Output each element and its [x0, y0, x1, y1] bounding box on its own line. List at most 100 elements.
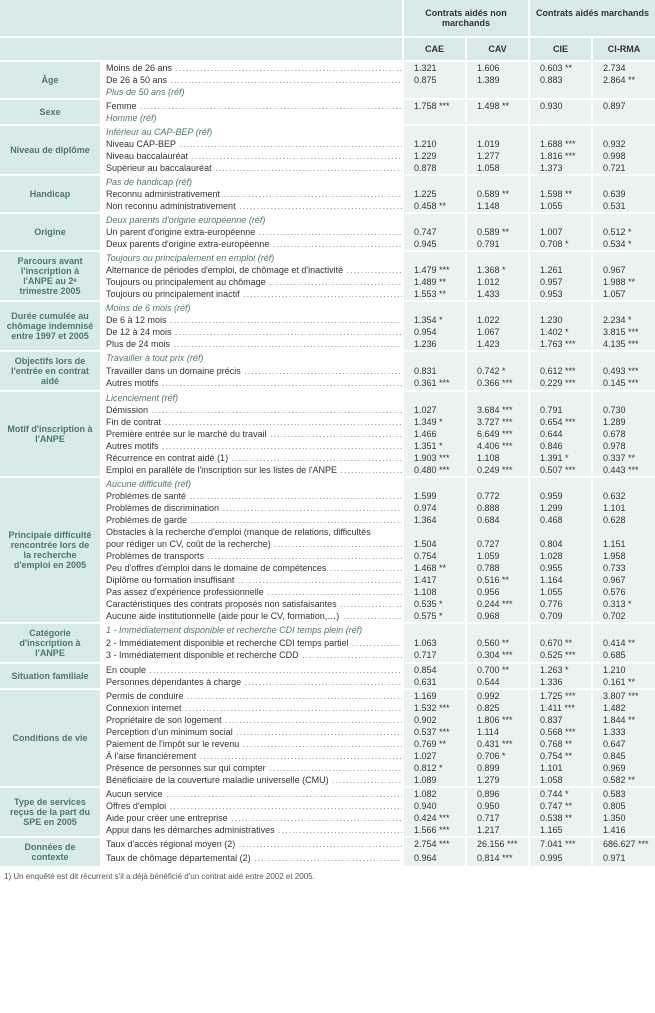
value-cell: 0.940 [403, 800, 466, 812]
row-label: Présence de personnes sur qui compter [100, 762, 403, 774]
value-cell [529, 477, 592, 490]
category-cell: Origine [0, 213, 100, 251]
value-cell: 0.804 [529, 538, 592, 550]
value-cell: 0.954 [403, 326, 466, 338]
value-cell: 0.969 [592, 762, 655, 774]
value-cell [403, 175, 466, 188]
row-label: Problèmes de santé [100, 490, 403, 502]
value-cell: 2.734 [592, 61, 655, 74]
value-cell: 0.544 [466, 676, 529, 689]
value-cell: 0.589 ** [466, 188, 529, 200]
value-cell: 1.498 ** [466, 99, 529, 112]
row-label: Taux de chômage départemental (2) [100, 852, 403, 866]
value-cell: 0.945 [403, 238, 466, 251]
row-label: Obstacles à la recherche d'emploi (manqu… [100, 526, 403, 538]
value-cell: 0.788 [466, 562, 529, 574]
row-label: Pas de handicap (réf) [100, 175, 403, 188]
row-label: Perception d'un minimum social [100, 726, 403, 738]
value-cell: 0.512 * [592, 226, 655, 238]
row-label: Problèmes de transports [100, 550, 403, 562]
row-label: Un parent d'origine extra-européenne [100, 226, 403, 238]
value-cell: 1.479 *** [403, 264, 466, 276]
value-cell: 0.875 [403, 74, 466, 86]
value-cell: 1.489 ** [403, 276, 466, 288]
value-cell: 0.684 [466, 514, 529, 526]
row-label: De 12 à 24 mois [100, 326, 403, 338]
value-cell: 1.321 [403, 61, 466, 74]
value-cell: 1.148 [466, 200, 529, 213]
category-cell: Objectifs lors de l'entrée en contrat ai… [0, 351, 100, 391]
value-cell: 1.055 [529, 586, 592, 598]
value-cell: 0.978 [592, 440, 655, 452]
value-cell: 1.101 [529, 762, 592, 774]
row-label: Caractéristiques des contrats proposés n… [100, 598, 403, 610]
value-cell: 0.631 [403, 676, 466, 689]
value-cell: 0.244 *** [466, 598, 529, 610]
row-label: Emploi en parallèle de l'inscription sur… [100, 464, 403, 477]
value-cell: 0.525 *** [529, 649, 592, 663]
value-cell: 0.361 *** [403, 377, 466, 391]
value-cell: 0.956 [466, 586, 529, 598]
value-cell [466, 86, 529, 99]
value-cell: 0.647 [592, 738, 655, 750]
row-label: Supérieur au baccalauréat [100, 162, 403, 175]
value-cell: 0.424 *** [403, 812, 466, 824]
value-cell: 0.516 ** [466, 574, 529, 586]
value-cell: 1.067 [466, 326, 529, 338]
value-cell: 0.957 [529, 276, 592, 288]
value-cell [466, 391, 529, 404]
row-label: Reconnu administrativement [100, 188, 403, 200]
value-cell: 0.791 [466, 238, 529, 251]
row-label: Première entrée sur le marché du travail [100, 428, 403, 440]
row-label: Plus de 24 mois [100, 338, 403, 351]
value-cell: 0.670 ** [529, 637, 592, 650]
value-cell: 1.012 [466, 276, 529, 288]
value-cell: 1.225 [403, 188, 466, 200]
value-cell: 1.566 *** [403, 824, 466, 837]
value-cell: 0.955 [529, 562, 592, 574]
value-cell: 0.721 [592, 162, 655, 175]
value-cell: 4.406 *** [466, 440, 529, 452]
value-cell [403, 125, 466, 138]
category-cell: Catégorie d'inscription à l'ANPE [0, 623, 100, 663]
value-cell: 0.846 [529, 440, 592, 452]
row-label: Taux d'accès régional moyen (2) [100, 837, 403, 852]
value-cell: 1.423 [466, 338, 529, 351]
value-cell: 1.027 [403, 404, 466, 416]
value-cell: 0.537 *** [403, 726, 466, 738]
row-label: Bénéficiaire de la couverture maladie un… [100, 774, 403, 787]
value-cell [403, 623, 466, 637]
value-cell: 1.019 [466, 138, 529, 150]
value-cell: 1.055 [529, 200, 592, 213]
value-cell: 0.967 [592, 264, 655, 276]
value-cell: 3.684 *** [466, 404, 529, 416]
value-cell: 0.304 *** [466, 649, 529, 663]
category-cell: Données de contexte [0, 837, 100, 866]
row-label: Deux parents d'origine extra-européenne [100, 238, 403, 251]
value-cell: 0.896 [466, 787, 529, 800]
value-cell: 0.831 [403, 365, 466, 378]
row-label: Aucune aide institutionnelle (aide pour … [100, 610, 403, 623]
value-cell: 1.108 [403, 586, 466, 598]
value-cell: 0.878 [403, 162, 466, 175]
value-cell: 0.717 [466, 812, 529, 824]
value-cell: 0.493 *** [592, 365, 655, 378]
value-cell: 1.277 [466, 150, 529, 162]
value-cell [529, 213, 592, 226]
category-cell: Principale difficulté rencontrée lors de… [0, 477, 100, 623]
value-cell: 1.333 [592, 726, 655, 738]
value-cell: 0.717 [403, 649, 466, 663]
row-label: Femme [100, 99, 403, 112]
value-cell: 1.059 [466, 550, 529, 562]
row-label: Plus de 50 ans (réf) [100, 86, 403, 99]
row-label: Aucune difficulté (réf) [100, 477, 403, 490]
value-cell [592, 623, 655, 637]
row-label: Non reconnu administrativement [100, 200, 403, 213]
value-cell: 3.815 *** [592, 326, 655, 338]
value-cell: 1.210 [403, 138, 466, 150]
row-label: Homme (réf) [100, 112, 403, 125]
row-label: Fin de contrat [100, 416, 403, 428]
value-cell: 2.234 * [592, 314, 655, 326]
value-cell: 1.089 [403, 774, 466, 787]
col-cav: CAV [466, 37, 529, 61]
